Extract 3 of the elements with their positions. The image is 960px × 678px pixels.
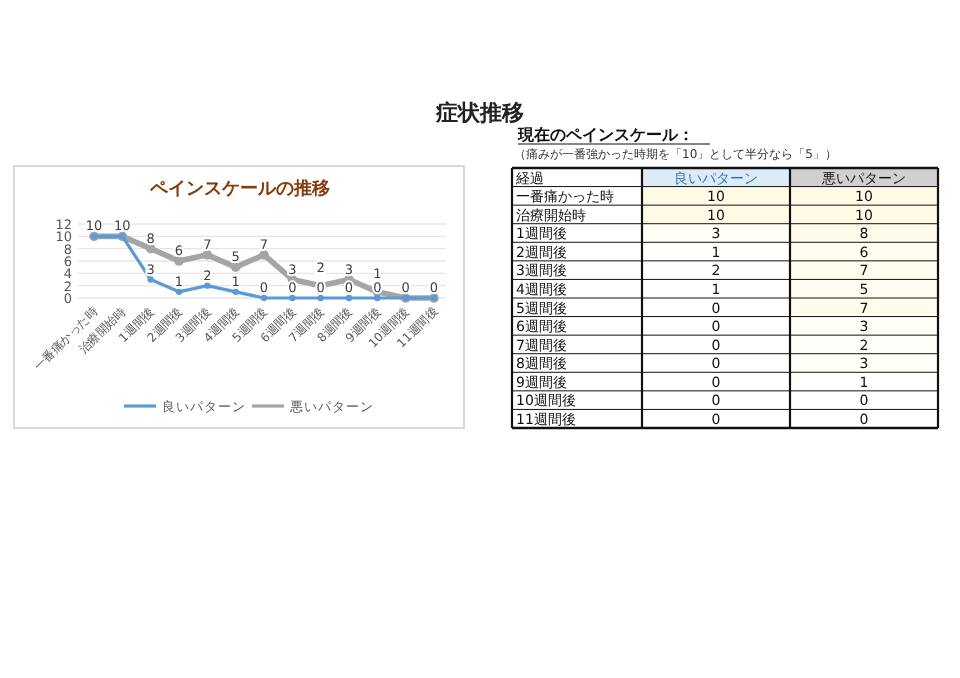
- chart-title: 症状推移: [434, 100, 524, 126]
- chart-title: 現在のペインスケール：: [516, 126, 694, 144]
- chart-subtitle: ペインスケールの推移: [148, 178, 330, 200]
